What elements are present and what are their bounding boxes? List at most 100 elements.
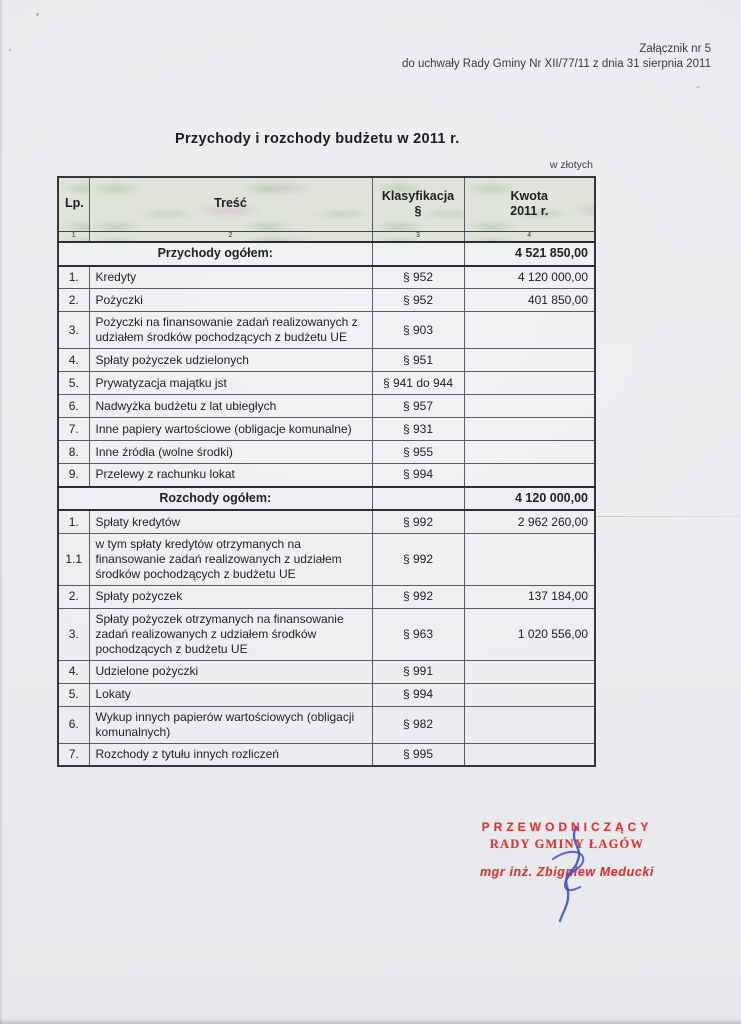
budget-table: Lp. Treść Klasyfikacja § Kwota 2011 r. 1… [57,176,596,768]
column-header-kwota: Kwota 2011 r. [463,176,596,232]
cell-kwota: 401 850,00 [463,288,596,313]
cell-klasyfikacja: § 963 [371,607,465,661]
cell-tresc: Rozchody z tytułu innych rozliczeń [88,742,373,767]
cell-lp: 2. [57,288,90,313]
cell-tresc: Przelewy z rachunku lokat [88,463,373,488]
column-number-row: 1 2 3 4 [57,230,596,243]
table-row: 2. Pożyczki § 952 401 850,00 [57,288,596,313]
table-row: 4. Udzielone pożyczki § 991 [57,659,596,684]
attachment-annotation: Załącznik nr 5 do uchwały Rady Gminy Nr … [402,42,711,72]
cell-klasyfikacja: § 903 [371,311,465,350]
paper-speck [9,49,11,51]
table-row: 3. Spłaty pożyczek otrzymanych na finanso… [57,607,596,661]
cell-tresc: Pożyczki na finansowanie zadań realizowa… [88,311,373,350]
cell-klasyfikacja: § 992 [371,584,465,609]
column-number: 1 [57,230,90,243]
table-row: 2. Spłaty pożyczek § 992 137 184,00 [57,584,596,609]
table-row: 3. Pożyczki na finansowanie zadań realizo… [57,311,596,350]
column-header-tresc: Treść [88,176,373,232]
paper-speck [36,13,39,16]
cell-lp: 6. [57,394,90,419]
column-number: 3 [371,230,465,243]
cell-lp: 7. [57,417,90,442]
cell-klasyfikacja: § 991 [371,659,465,684]
table-row: 7. Rozchody z tytułu innych rozliczeń § 99… [57,742,596,767]
cell-tresc: Prywatyzacja majątku jst [88,371,373,396]
cell-tresc: w tym spłaty kredytów otrzymanych na fin… [88,532,373,586]
table-row: 8. Inne źródła (wolne środki) § 955 [57,440,596,465]
column-header-klasyfikacja-line2: § [414,204,422,219]
cell-klasyfikacja: § 992 [371,532,465,586]
section-title: Rozchody ogółem: [57,485,373,512]
cell-klasyfikacja: § 994 [371,682,465,707]
cell-lp: 4. [57,659,90,684]
cell-klasyfikacja: § 957 [371,394,465,419]
cell-tresc: Inne papiery wartościowe (obligacje komu… [88,417,373,442]
cell-kwota [463,659,596,684]
cell-lp: 1.1 [57,532,90,586]
table-header-row: Lp. Treść Klasyfikacja § Kwota 2011 r. [57,176,596,232]
cell-lp: 1. [57,265,90,290]
cell-lp: 5. [57,371,90,396]
cell-tresc: Spłaty pożyczek otrzymanych na finansowa… [88,607,373,661]
cell-tresc: Wykup innych papierów wartościowych (obl… [88,705,373,744]
cell-klasyfikacja: § 941 do 944 [371,371,465,396]
cell-klasyfikacja: § 992 [371,509,465,534]
section-total-amount: 4 521 850,00 [463,241,596,267]
table-row: 4. Spłaty pożyczek udzielonych § 951 [57,348,596,373]
cell-tresc: Nadwyżka budżetu z lat ubiegłych [88,394,373,419]
cell-klasyfikacja: § 994 [371,463,465,488]
attachment-annotation-line2: do uchwały Rady Gminy Nr XII/77/11 z dni… [402,58,711,71]
cell-klasyfikacja: § 982 [371,705,465,744]
cell-kwota: 4 120 000,00 [463,265,596,290]
cell-kwota [463,705,596,744]
cell-kwota [463,440,596,465]
scan-left-edge [0,0,3,1024]
stamp-role-line2: RADY GMINY ŁAGÓW [489,837,645,851]
scan-bottom-edge [0,1018,741,1024]
budget-table-body: Przychody ogółem: 4 521 850,00 1. Kredyty § … [57,241,596,767]
column-number: 2 [88,230,373,243]
cell-lp: 3. [57,607,90,661]
cell-kwota [463,742,596,767]
column-header-klasyfikacja: Klasyfikacja § [371,176,465,232]
cell-kwota [463,532,596,586]
cell-lp: 4. [57,348,90,373]
cell-tresc: Spłaty pożyczek [88,584,373,609]
section-total-row: Przychody ogółem: 4 521 850,00 [57,241,596,267]
attachment-annotation-line1: Załącznik nr 5 [639,43,711,55]
table-row: 6. Wykup innych papierów wartościowych (o… [57,705,596,744]
section-title: Przychody ogółem: [57,241,373,267]
column-header-lp: Lp. [57,176,90,232]
cell-kwota: 2 962 260,00 [463,509,596,534]
cell-kwota [463,371,596,396]
chairman-stamp: PRZEWODNICZĄCY RADY GMINY ŁAGÓW mgr inż.… [478,820,656,879]
column-header-kwota-line2: 2011 r. [510,204,549,219]
column-header-klasyfikacja-line1: Klasyfikacja [381,188,455,203]
cell-tresc: Pożyczki [88,288,373,313]
table-row: 7. Inne papiery wartościowe (obligacje ko… [57,417,596,442]
cell-klasyfikacja: § 952 [371,288,465,313]
paper-speck [696,86,700,88]
cell-klasyfikacja: § 951 [371,348,465,373]
cell-kwota [463,682,596,707]
section-klasyfikacja-cell [371,485,465,512]
cell-klasyfikacja: § 931 [371,417,465,442]
section-total-row: Rozchody ogółem: 4 120 000,00 [57,485,596,512]
column-number: 4 [463,230,596,243]
cell-lp: 5. [57,682,90,707]
cell-kwota [463,417,596,442]
cell-tresc: Lokaty [88,682,373,707]
stamp-role-line1: PRZEWODNICZĄCY [481,820,653,834]
table-row: 5. Prywatyzacja majątku jst § 941 do 944 [57,371,596,396]
currency-unit-note: w złotych [549,159,593,171]
stamp-signer-name: mgr inż. Zbigniew Meducki [479,865,655,879]
paper-fold-line [596,516,741,517]
cell-tresc: Inne źródła (wolne środki) [88,440,373,465]
section-total-amount: 4 120 000,00 [463,485,596,512]
cell-klasyfikacja: § 952 [371,265,465,290]
cell-kwota: 1 020 556,00 [463,607,596,661]
cell-klasyfikacja: § 955 [371,440,465,465]
cell-kwota [463,311,596,350]
table-row: 5. Lokaty § 994 [57,682,596,707]
